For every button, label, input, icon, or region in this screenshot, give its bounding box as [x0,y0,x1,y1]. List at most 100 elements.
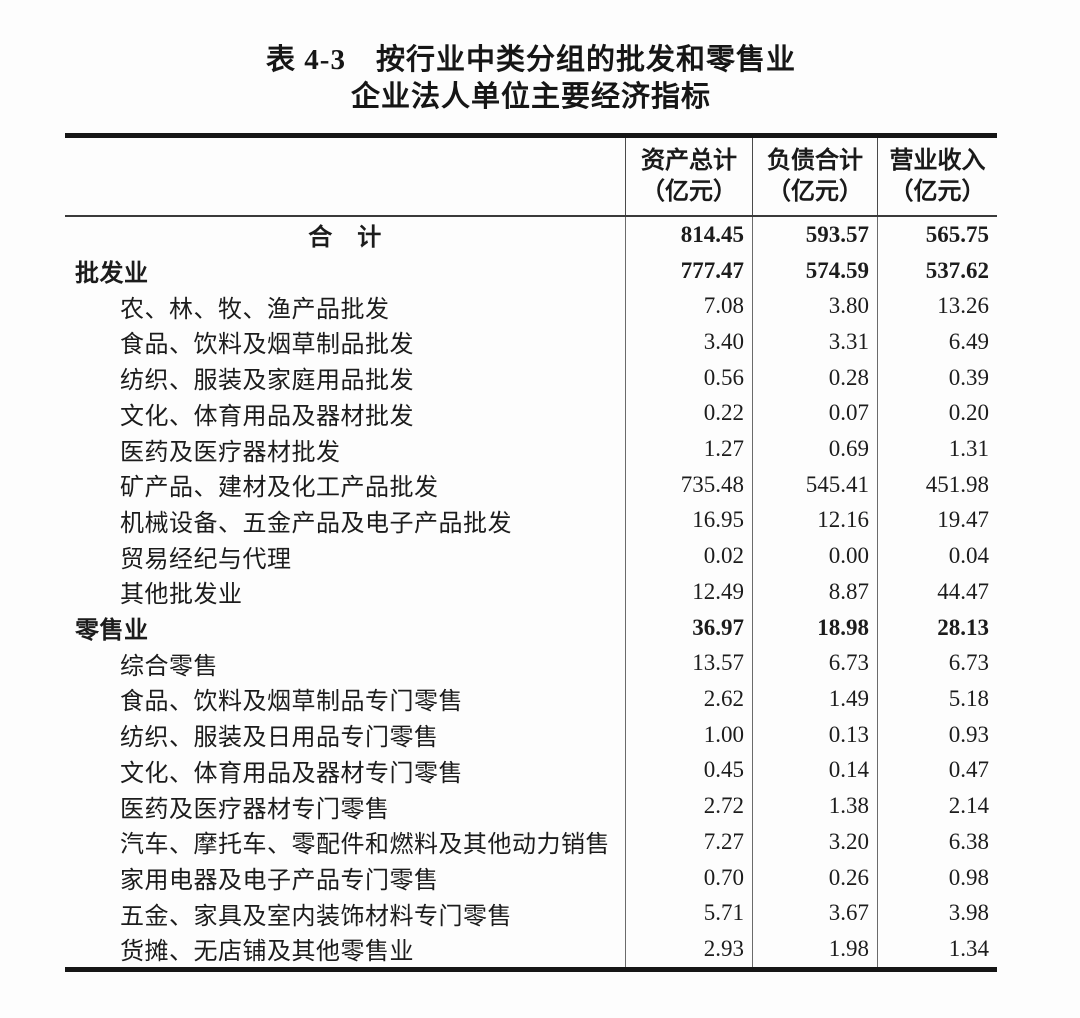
row-label: 矿产品、建材及化工产品批发 [120,475,439,502]
assets-value: 1.27 [625,431,752,467]
column-header-assets: 资产总计 [641,147,737,174]
row-label: 医药及医疗器材批发 [120,439,341,466]
revenue-value: 537.62 [877,252,997,289]
column-header-revenue: 营业收入 [889,147,986,174]
revenue-value: 1.34 [877,931,997,967]
row-label: 纺织、服装及日用品专门零售 [120,725,439,752]
row-label: 机械设备、五金产品及电子产品批发 [120,510,512,537]
table-row: 文化、体育用品及器材专门零售 0.45 0.14 0.47 [65,752,997,789]
table-row: 矿产品、建材及化工产品批发 735.48 545.41 451.98 [65,466,997,503]
table-row: 农、林、牧、渔产品批发 7.08 3.80 13.26 [65,288,997,325]
row-label: 合 计 [308,225,382,252]
assets-value: 7.27 [625,823,752,860]
revenue-value: 19.47 [877,502,997,539]
revenue-value: 28.13 [877,609,997,646]
table-row: 贸易经纪与代理 0.02 0.00 0.04 [65,538,997,575]
revenue-value: 565.75 [877,217,997,253]
revenue-value: 451.98 [877,466,997,503]
table-row: 五金、家具及室内装饰材料专门零售 5.71 3.67 3.98 [65,895,997,932]
revenue-value: 2.14 [877,788,997,824]
table-row-retail: 零售业 36.97 18.98 28.13 [65,609,997,646]
table-row-wholesale: 批发业 777.47 574.59 537.62 [65,252,997,289]
table-body: 合 计 814.45 593.57 565.75 批发业 777.47 574.… [65,217,997,967]
row-label: 贸易经纪与代理 [120,546,292,573]
revenue-value: 0.20 [877,395,997,432]
liabilities-value: 0.28 [752,359,877,396]
header-cell-revenue: 营业收入 （亿元） [877,138,997,215]
liabilities-value: 0.69 [752,431,877,467]
row-label: 家用电器及电子产品专门零售 [120,868,439,894]
assets-value: 0.56 [625,359,752,396]
liabilities-value: 18.98 [752,609,877,646]
revenue-value: 6.73 [877,645,997,682]
revenue-value: 6.38 [877,823,997,860]
assets-value: 2.93 [625,931,752,967]
liabilities-value: 1.98 [752,931,877,967]
assets-value: 1.00 [625,716,752,753]
liabilities-value: 0.26 [752,859,877,896]
assets-value: 3.40 [625,324,752,360]
table-title-line2: 企业法人单位主要经济指标 [350,81,711,113]
liabilities-value: 8.87 [752,574,877,610]
liabilities-value: 3.67 [752,895,877,932]
table-row: 综合零售 13.57 6.73 6.73 [65,645,997,682]
assets-value: 7.08 [625,288,752,325]
assets-value: 2.62 [625,681,752,717]
column-unit-liabilities: （亿元） [767,178,863,205]
row-label: 文化、体育用品及器材批发 [120,403,414,430]
liabilities-value: 1.49 [752,681,877,717]
liabilities-value: 545.41 [752,466,877,503]
header-cell-category [65,138,625,215]
liabilities-value: 3.31 [752,324,877,360]
table-row: 家用电器及电子产品专门零售 0.70 0.26 0.98 [65,859,997,896]
liabilities-value: 0.13 [752,716,877,753]
liabilities-value: 0.14 [752,752,877,789]
assets-value: 5.71 [625,895,752,932]
liabilities-value: 0.00 [752,538,877,575]
table-row: 其他批发业 12.49 8.87 44.47 [65,574,997,610]
liabilities-value: 12.16 [752,502,877,539]
table-header: 资产总计 （亿元） 负债合计 （亿元） 营业收入 （亿元） [65,138,997,217]
assets-value: 0.22 [625,395,752,432]
row-label: 批发业 [75,261,149,288]
table-row: 医药及医疗器材专门零售 2.72 1.38 2.14 [65,788,997,824]
row-label: 农、林、牧、渔产品批发 [120,296,390,323]
assets-value: 735.48 [625,466,752,503]
revenue-value: 13.26 [877,288,997,325]
assets-value: 16.95 [625,502,752,539]
table-row: 食品、饮料及烟草制品专门零售 2.62 1.49 5.18 [65,681,997,717]
revenue-value: 0.04 [877,538,997,575]
table-row: 医药及医疗器材批发 1.27 0.69 1.31 [65,431,997,467]
liabilities-value: 3.80 [752,288,877,325]
assets-value: 0.45 [625,752,752,789]
table-row: 货摊、无店铺及其他零售业 2.93 1.98 1.34 [65,931,997,967]
header-row: 资产总计 （亿元） 负债合计 （亿元） 营业收入 （亿元） [65,138,997,215]
liabilities-value: 593.57 [752,217,877,253]
table-row: 文化、体育用品及器材批发 0.22 0.07 0.20 [65,395,997,432]
table-row-total: 合 计 814.45 593.57 565.75 [65,217,997,253]
row-label: 汽车、摩托车、零配件和燃料及其他动力销售 [120,832,610,859]
column-header-liabilities: 负债合计 [767,147,863,174]
row-label: 食品、饮料及烟草制品批发 [120,332,414,359]
header-cell-assets: 资产总计 （亿元） [625,138,752,215]
revenue-value: 6.49 [877,324,997,360]
table-row: 机械设备、五金产品及电子产品批发 16.95 12.16 19.47 [65,502,997,539]
row-label: 纺织、服装及家庭用品批发 [120,368,414,395]
row-label: 文化、体育用品及器材专门零售 [120,760,463,787]
table-row: 汽车、摩托车、零配件和燃料及其他动力销售 7.27 3.20 6.38 [65,823,997,860]
row-label: 食品、饮料及烟草制品专门零售 [120,689,463,716]
assets-value: 36.97 [625,609,752,646]
column-unit-assets: （亿元） [641,178,737,205]
liabilities-value: 3.20 [752,823,877,860]
assets-value: 2.72 [625,788,752,824]
table-row: 食品、饮料及烟草制品批发 3.40 3.31 6.49 [65,324,997,360]
row-label: 其他批发业 [120,582,243,609]
table-title-line1: 表 4-3 按行业中类分组的批发和零售业 [266,44,796,76]
revenue-value: 5.18 [877,681,997,717]
revenue-value: 3.98 [877,895,997,932]
table-row: 纺织、服装及日用品专门零售 1.00 0.13 0.93 [65,716,997,753]
table-title: 表 4-3 按行业中类分组的批发和零售业 企业法人单位主要经济指标 [65,42,997,116]
assets-value: 13.57 [625,645,752,682]
table-row: 纺织、服装及家庭用品批发 0.56 0.28 0.39 [65,359,997,396]
